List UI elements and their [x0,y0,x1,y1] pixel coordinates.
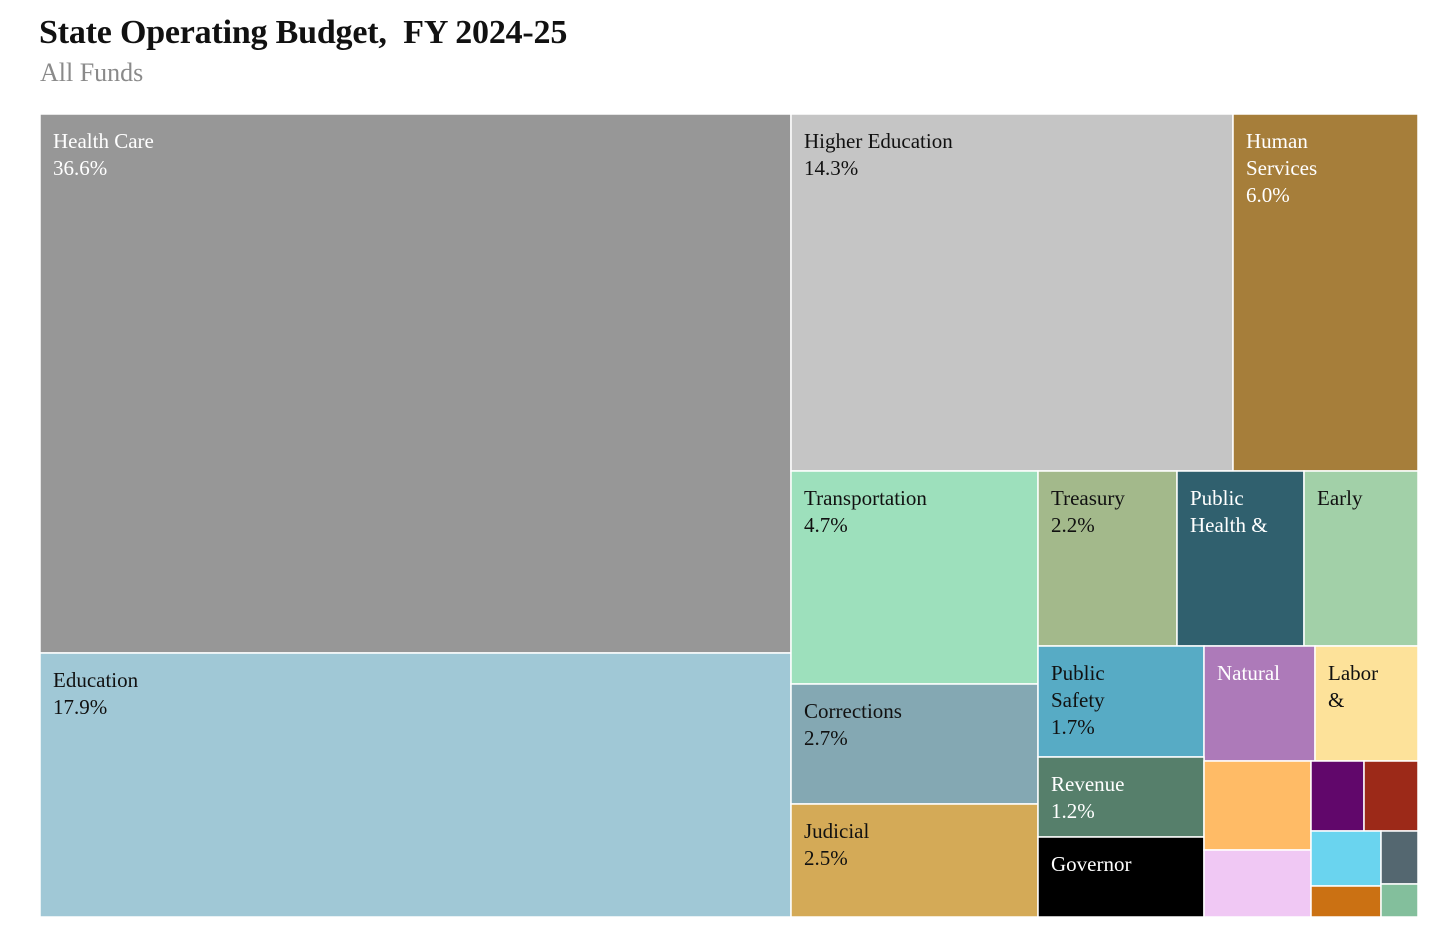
tile-unlabeled-23[interactable] [1380,883,1419,918]
tile-label-public-safety-line-1: Public [1051,661,1105,685]
tile-unlabeled-19[interactable] [1363,760,1419,832]
tile-natural[interactable] [1203,645,1316,762]
tile-value-public-safety: 1.7% [1051,715,1095,739]
tile-value-revenue: 1.2% [1051,799,1095,823]
tile-label-treasury: Treasury [1051,486,1125,510]
tile-health-care[interactable] [39,113,792,654]
tile-label-revenue: Revenue [1051,772,1124,796]
tile-unlabeled-18[interactable] [1310,760,1365,832]
tile-label-human-services-line-1: Human [1246,129,1308,153]
tile-early[interactable] [1303,470,1419,647]
tile-value-transportation: 4.7% [804,513,848,537]
tile-label-human-services-line-2: Services [1246,156,1317,180]
tile-human-services[interactable] [1232,113,1419,472]
tile-label-public-safety-line-2: Safety [1051,688,1105,712]
tile-transportation[interactable] [790,470,1039,685]
chart-title: State Operating Budget, FY 2024-25 [39,14,568,51]
tile-treasury[interactable] [1037,470,1178,647]
tile-label-judicial: Judicial [804,819,869,843]
tile-label-higher-education: Higher Education [804,129,953,153]
tile-label-natural: Natural [1217,661,1280,685]
tile-value-corrections: 2.7% [804,726,848,750]
tile-label-education: Education [53,668,139,692]
tile-value-higher-education: 14.3% [804,156,858,180]
tile-revenue[interactable] [1037,756,1205,838]
chart-subtitle: All Funds [40,58,144,87]
tile-public-health-and[interactable] [1176,470,1305,647]
tile-label-corrections: Corrections [804,699,902,723]
tile-higher-education[interactable] [790,113,1234,472]
tile-value-treasury: 2.2% [1051,513,1095,537]
tile-unlabeled-17[interactable] [1203,849,1312,918]
tile-labor-and[interactable] [1314,645,1419,762]
tile-label-governor: Governor [1051,852,1131,876]
tile-unlabeled-16[interactable] [1203,760,1312,851]
tile-label-early: Early [1317,486,1363,510]
tile-unlabeled-20[interactable] [1310,830,1382,887]
tile-unlabeled-21[interactable] [1380,830,1419,885]
tile-value-human-services: 6.0% [1246,183,1290,207]
tile-value-education: 17.9% [53,695,107,719]
tile-label-public-health-and-line-2: Health & [1190,513,1268,537]
tile-governor[interactable] [1037,836,1205,918]
tile-label-transportation: Transportation [804,486,927,510]
tile-label-labor-and-line-2: & [1328,688,1344,712]
tile-label-health-care: Health Care [53,129,154,153]
tile-corrections[interactable] [790,683,1039,805]
tile-education[interactable] [39,652,792,918]
tile-unlabeled-22[interactable] [1310,885,1382,918]
tile-label-public-health-and-line-1: Public [1190,486,1244,510]
tile-label-labor-and-line-1: Labor [1328,661,1378,685]
tile-value-health-care: 36.6% [53,156,107,180]
tile-value-judicial: 2.5% [804,846,848,870]
